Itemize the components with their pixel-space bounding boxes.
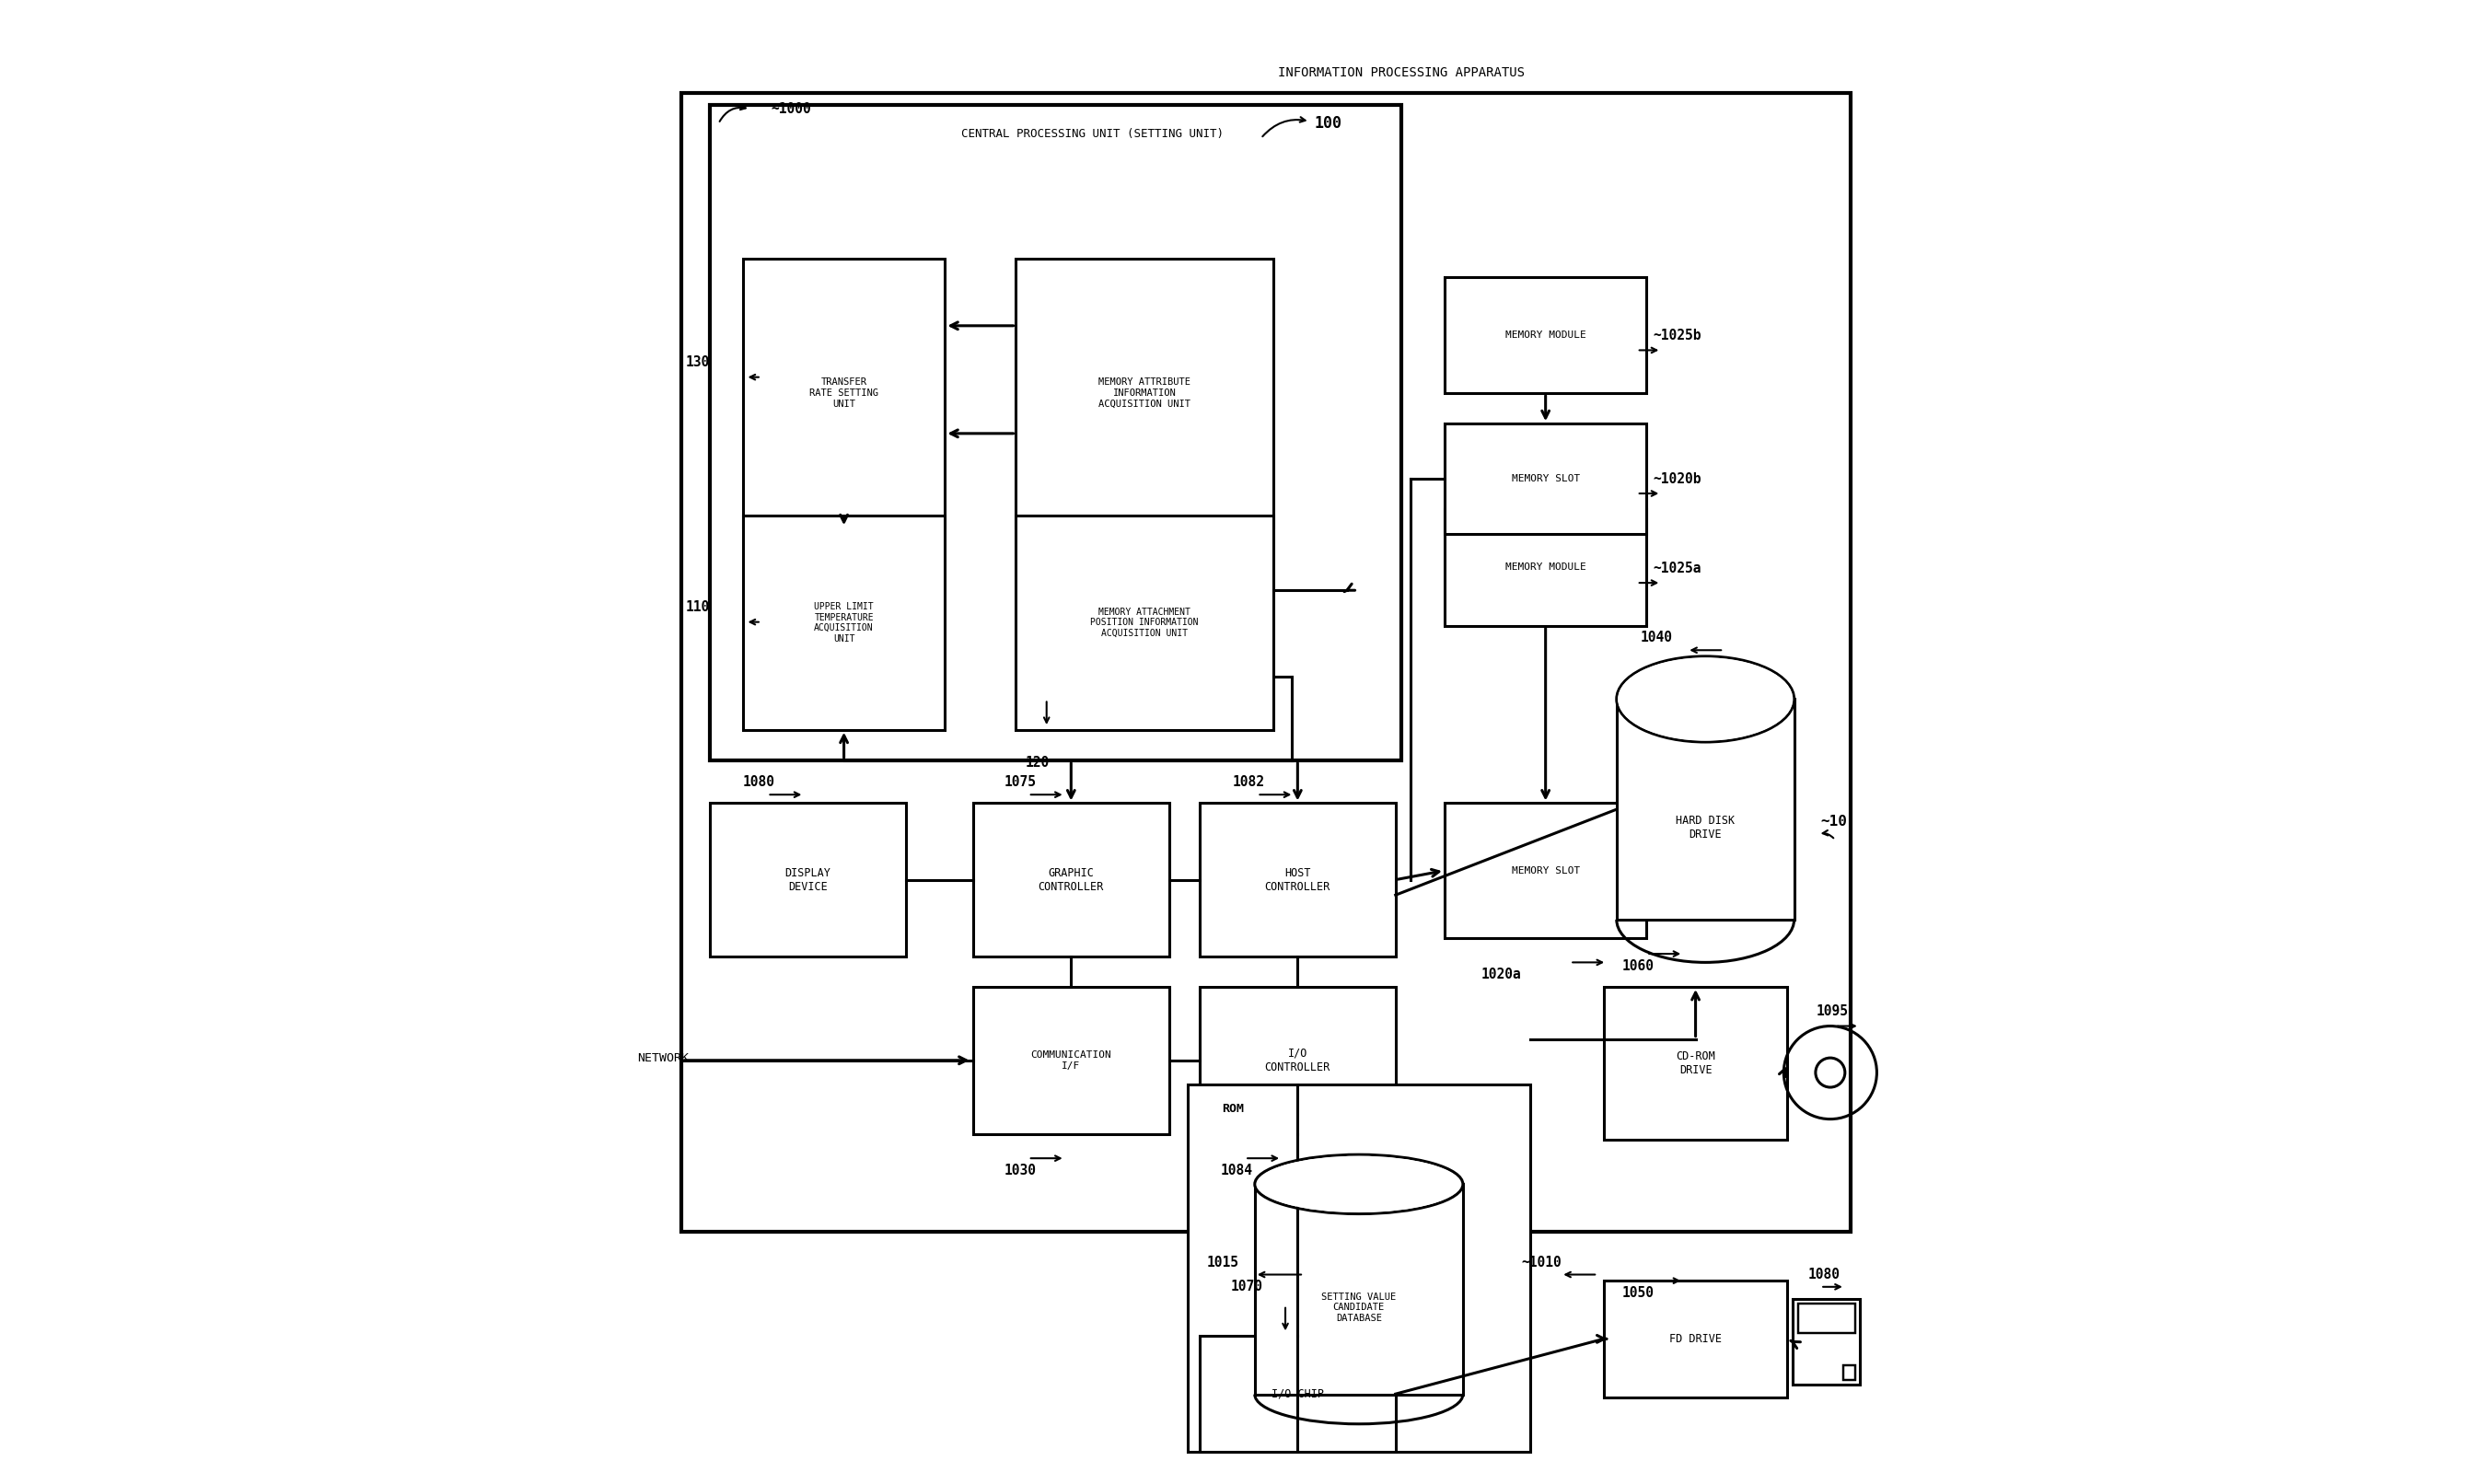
Ellipse shape (1618, 657, 1792, 741)
Text: HOST
CONTROLLER: HOST CONTROLLER (1265, 867, 1329, 892)
Text: 1020a: 1020a (1481, 968, 1521, 981)
Text: 130: 130 (686, 356, 711, 370)
Text: COMMUNICATION
I/F: COMMUNICATION I/F (1031, 1051, 1111, 1070)
Text: CENTRAL PROCESSING UNIT (SETTING UNIT): CENTRAL PROCESSING UNIT (SETTING UNIT) (962, 128, 1223, 139)
Bar (1444, 803, 1648, 938)
Text: INFORMATION PROCESSING APPARATUS: INFORMATION PROCESSING APPARATUS (1277, 65, 1526, 79)
Bar (1200, 1336, 1397, 1453)
Bar (1188, 1085, 1531, 1453)
Text: 1095: 1095 (1817, 1005, 1849, 1018)
Bar (711, 105, 1402, 760)
Bar (1792, 1298, 1861, 1385)
Bar (1200, 987, 1397, 1134)
Text: MEMORY SLOT: MEMORY SLOT (1511, 867, 1580, 876)
Text: 1082: 1082 (1233, 776, 1265, 789)
Bar (1444, 276, 1648, 393)
Bar (974, 987, 1168, 1134)
Bar (1444, 509, 1648, 626)
Text: 1060: 1060 (1623, 959, 1655, 974)
Text: 1040: 1040 (1640, 631, 1672, 646)
Bar (1844, 1365, 1856, 1380)
Bar (1016, 515, 1272, 730)
Text: MEMORY ATTRIBUTE
INFORMATION
ACQUISITION UNIT: MEMORY ATTRIBUTE INFORMATION ACQUISITION… (1098, 378, 1190, 408)
Ellipse shape (1255, 1155, 1464, 1214)
Text: 100: 100 (1315, 116, 1342, 132)
Bar (1200, 803, 1397, 956)
Text: FD DRIVE: FD DRIVE (1670, 1333, 1722, 1345)
Text: SETTING VALUE
CANDIDATE
DATABASE: SETTING VALUE CANDIDATE DATABASE (1322, 1293, 1397, 1322)
Text: MEMORY MODULE: MEMORY MODULE (1506, 331, 1585, 340)
Text: GRAPHIC
CONTROLLER: GRAPHIC CONTROLLER (1039, 867, 1103, 892)
Text: ~1025b: ~1025b (1653, 328, 1702, 343)
Text: 1084: 1084 (1220, 1163, 1252, 1177)
Text: MEMORY MODULE: MEMORY MODULE (1506, 562, 1585, 573)
Bar (974, 803, 1168, 956)
Text: MEMORY ATTACHMENT
POSITION INFORMATION
ACQUISITION UNIT: MEMORY ATTACHMENT POSITION INFORMATION A… (1091, 607, 1198, 638)
Text: I/O CHIP: I/O CHIP (1272, 1388, 1325, 1399)
Text: 1080: 1080 (1809, 1267, 1841, 1282)
Bar (1618, 699, 1794, 920)
Text: 1075: 1075 (1004, 776, 1036, 789)
Text: CD-ROM
DRIVE: CD-ROM DRIVE (1675, 1051, 1715, 1076)
Text: HARD DISK
DRIVE: HARD DISK DRIVE (1675, 815, 1735, 840)
Text: NETWORK: NETWORK (639, 1052, 688, 1064)
Text: 1030: 1030 (1004, 1163, 1036, 1177)
Bar (711, 803, 905, 956)
Ellipse shape (1618, 656, 1794, 742)
Bar (1603, 1281, 1787, 1396)
Text: ~10: ~10 (1822, 815, 1846, 828)
Text: 120: 120 (1026, 755, 1051, 770)
Text: UPPER LIMIT
TEMPERATURE
ACQUISITION
UNIT: UPPER LIMIT TEMPERATURE ACQUISITION UNIT (815, 603, 875, 643)
Text: ROM: ROM (1223, 1103, 1245, 1116)
Text: ~1025a: ~1025a (1653, 561, 1702, 574)
Text: 1080: 1080 (743, 776, 775, 789)
Text: DISPLAY
DEVICE: DISPLAY DEVICE (785, 867, 830, 892)
Bar (1797, 1303, 1856, 1333)
Text: ~1010: ~1010 (1521, 1255, 1563, 1269)
Text: TRANSFER
RATE SETTING
UNIT: TRANSFER RATE SETTING UNIT (810, 378, 880, 408)
Bar (1255, 1184, 1464, 1395)
Text: 110: 110 (686, 601, 711, 614)
Bar (1444, 423, 1648, 534)
Ellipse shape (1257, 1156, 1461, 1212)
Bar (1016, 258, 1272, 528)
Bar (743, 258, 944, 528)
Bar (681, 93, 1851, 1232)
Circle shape (1817, 1058, 1844, 1088)
Text: ~1020b: ~1020b (1653, 472, 1702, 485)
Text: 1070: 1070 (1230, 1279, 1262, 1294)
Text: ~1000: ~1000 (770, 102, 813, 116)
Text: I/O
CONTROLLER: I/O CONTROLLER (1265, 1048, 1329, 1073)
Bar (1603, 987, 1787, 1140)
Bar (743, 515, 944, 730)
Text: 1015: 1015 (1208, 1255, 1240, 1269)
Text: 1050: 1050 (1623, 1287, 1655, 1300)
Text: MEMORY SLOT: MEMORY SLOT (1511, 475, 1580, 484)
